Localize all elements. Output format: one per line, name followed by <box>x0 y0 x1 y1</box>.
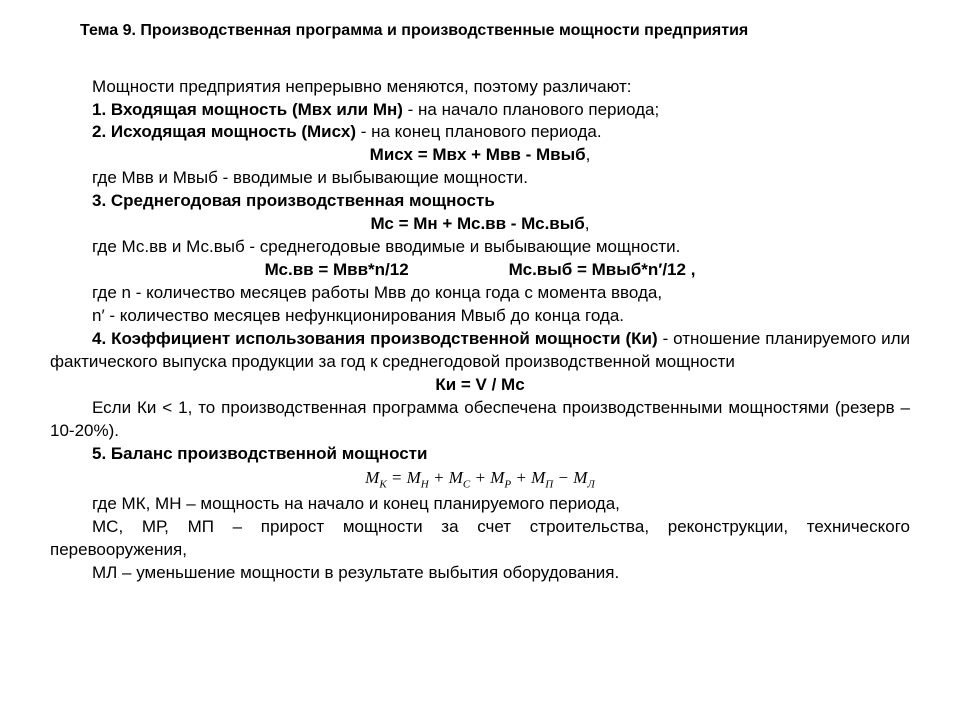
formula-1-body: Мисх = Мвх + Мвв - Мвыб <box>370 145 586 164</box>
where-5b: МС, МР, МП – прирост мощности за счет ст… <box>50 516 910 562</box>
where-1: где Мвв и Мвыб - вводимые и выбывающие м… <box>50 167 910 190</box>
item-4: 4. Коэффициент использования производств… <box>50 328 910 374</box>
eq-MN: MН <box>407 468 429 487</box>
where-5a: где МК, МН – мощность на начало и конец … <box>50 493 910 516</box>
eq-ML: MЛ <box>573 468 595 487</box>
item-2: 2. Исходящая мощность (Мисх) - на конец … <box>50 121 910 144</box>
item-3-head: 3. Среднегодовая производственная мощнос… <box>92 191 495 210</box>
topic-title: Тема 9. Производственная программа и про… <box>80 20 910 42</box>
formula-2-body: Мс = Мн + Мс.вв - Мс.выб <box>370 214 584 233</box>
intro-text: Мощности предприятия непрерывно меняются… <box>50 76 910 99</box>
eq-MK: MК <box>365 468 386 487</box>
formula-3-row: Мс.вв = Мвв*n/12 Мс.выб = Мвыб*n′/12 , <box>50 259 910 282</box>
item-2-tail: - на конец планового периода. <box>356 122 602 141</box>
item-2-head: 2. Исходящая мощность (Мисх) <box>92 122 356 141</box>
where-2: где Мс.вв и Мс.выб - среднегодовые вводи… <box>50 236 910 259</box>
document-page: Тема 9. Производственная программа и про… <box>0 0 960 605</box>
formula-2-comma: , <box>585 214 590 233</box>
eq-MP: MП <box>531 468 553 487</box>
item-4-head: 4. Коэффициент использования производств… <box>92 329 658 348</box>
ki-note: Если Ки < 1, то производственная програм… <box>50 397 910 443</box>
formula-4: Ки = V / Mc <box>50 374 910 397</box>
item-5-head: 5. Баланс производственной мощности <box>92 444 427 463</box>
item-1-head: 1. Входящая мощность (Мвх или Мн) <box>92 100 403 119</box>
eq-MC: MС <box>449 468 471 487</box>
formula-3a: Мс.вв = Мвв*n/12 <box>265 259 409 282</box>
where-3a: где n - количество месяцев работы Мвв до… <box>50 282 910 305</box>
balance-equation: MК = MН + MС + MР + MП − MЛ <box>50 467 910 492</box>
where-5c: МЛ – уменьшение мощности в результате вы… <box>50 562 910 585</box>
item-1: 1. Входящая мощность (Мвх или Мн) - на н… <box>50 99 910 122</box>
item-3: 3. Среднегодовая производственная мощнос… <box>50 190 910 213</box>
eq-MR: MР <box>490 468 511 487</box>
formula-1: Мисх = Мвх + Мвв - Мвыб, <box>50 144 910 167</box>
formula-3b: Мс.выб = Мвыб*n′/12 , <box>509 259 696 282</box>
where-3b: n′ - количество месяцев нефункционирован… <box>50 305 910 328</box>
item-5: 5. Баланс производственной мощности <box>50 443 910 466</box>
formula-1-comma: , <box>586 145 591 164</box>
formula-2: Мс = Мн + Мс.вв - Мс.выб, <box>50 213 910 236</box>
item-1-tail: - на начало планового периода; <box>403 100 659 119</box>
